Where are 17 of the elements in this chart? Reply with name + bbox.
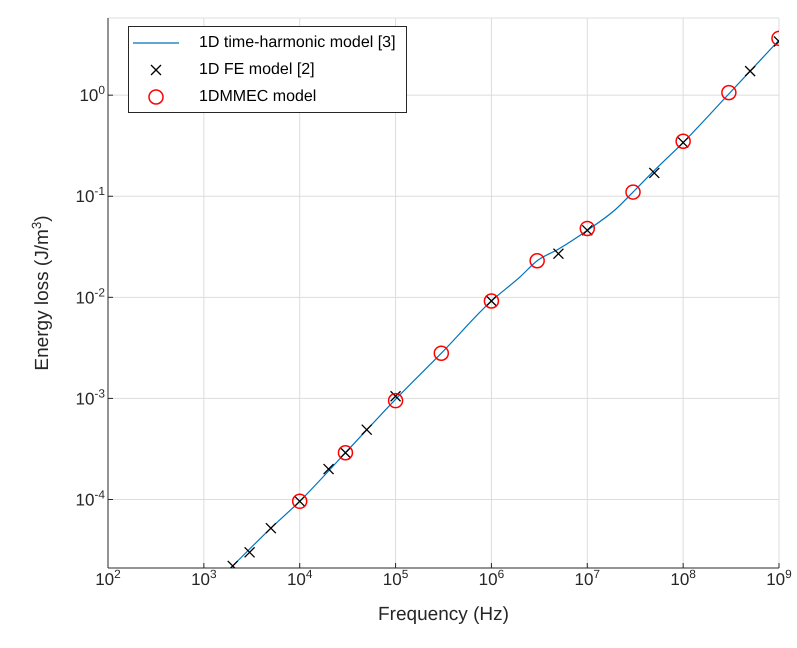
x-tick-label: 10$^{2}$ [95,567,122,589]
x-tick-label: 10$^{7}$ [574,567,600,589]
x-tick-label: 10$^{5}$ [382,567,409,589]
y-tick-label: 10$^{-3}$ [76,386,106,408]
y-tick-label: 10$^{-2}$ [76,285,106,308]
legend-label: 1D time-harmonic model [3] [199,34,396,52]
x-tick-label: 10$^{3}$ [191,567,218,589]
y-tick-label: 10$^{0}$ [79,83,106,106]
y-tick-label: 10$^{-4}$ [76,487,106,510]
x-tick-label: 10$^{6}$ [478,567,505,589]
y-tick-label: 10$^{-1}$ [76,184,106,206]
legend-label: 1DMMEC model [199,88,316,106]
x-axis-title: Frequency (Hz) [378,604,509,625]
legend-label: 1D FE model [2] [199,60,315,78]
x-tick-label: 10$^{8}$ [670,567,696,589]
x-tick-label: 10$^{4}$ [286,567,313,589]
x-tick-label: 10$^{9}$ [766,567,792,589]
